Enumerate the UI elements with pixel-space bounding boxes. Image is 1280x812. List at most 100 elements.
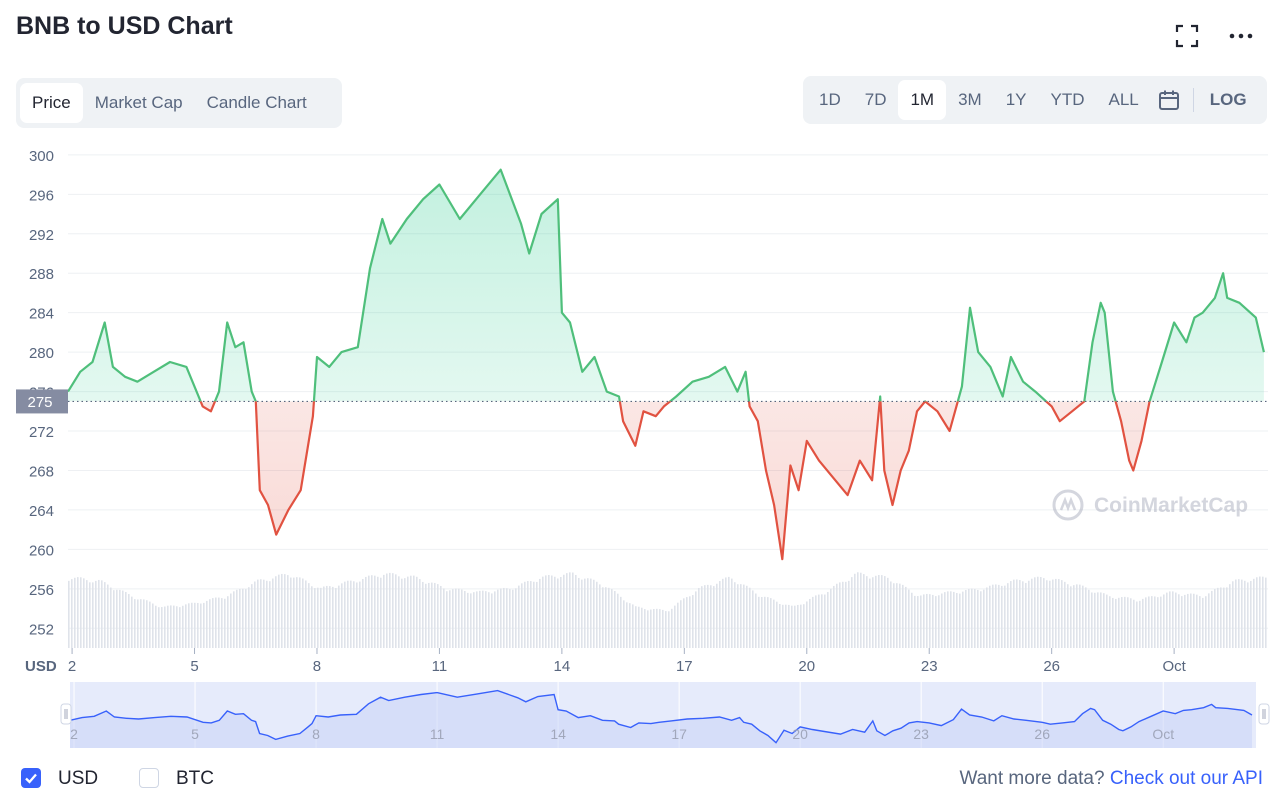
range-tab-group: 1D 7D 1M 3M 1Y YTD ALL: [807, 80, 1151, 120]
volume-bar: [920, 595, 922, 648]
volume-bar: [890, 581, 892, 648]
volume-bar: [911, 592, 913, 648]
volume-bar: [1079, 584, 1081, 648]
volume-bar: [1070, 586, 1072, 648]
navigator-handle-left[interactable]: [60, 703, 72, 725]
volume-bar: [1199, 596, 1201, 648]
volume-bar: [266, 580, 268, 648]
volume-bar: [776, 601, 778, 648]
volume-bar: [683, 598, 685, 648]
x-tick-label: 5: [190, 658, 198, 675]
volume-bar: [377, 576, 379, 648]
fullscreen-button[interactable]: [1173, 22, 1201, 50]
volume-bar: [977, 589, 979, 648]
volume-bar: [677, 602, 679, 648]
volume-bar: [311, 586, 313, 648]
volume-bar: [701, 586, 703, 648]
volume-bar: [1064, 581, 1066, 648]
watermark-text: CoinMarketCap: [1094, 494, 1248, 517]
volume-bar: [1259, 576, 1261, 648]
volume-bar: [929, 594, 931, 648]
api-link[interactable]: Check out our API: [1109, 768, 1263, 789]
volume-bar: [1016, 579, 1018, 648]
volume-bar: [1049, 580, 1051, 648]
btc-checkbox[interactable]: [139, 768, 159, 788]
range-1m[interactable]: 1M: [898, 80, 947, 120]
volume-bar: [1046, 580, 1048, 648]
volume-bar: [638, 606, 640, 648]
volume-bar: [854, 573, 856, 648]
volume-bar: [314, 588, 316, 648]
x-tick-label: 8: [313, 658, 321, 675]
tab-candle-chart[interactable]: Candle Chart: [206, 93, 307, 112]
volume-bar: [566, 573, 568, 648]
volume-bar: [389, 572, 391, 648]
volume-bar: [224, 598, 226, 648]
volume-bar: [695, 591, 697, 648]
volume-bar: [1010, 581, 1012, 648]
range-all[interactable]: ALL: [1108, 90, 1139, 109]
volume-bar: [1151, 596, 1153, 648]
volume-bar: [179, 607, 181, 648]
volume-bar: [1007, 583, 1009, 648]
range-1y[interactable]: 1Y: [1005, 90, 1027, 109]
volume-bar: [488, 592, 490, 648]
volume-bar: [452, 589, 454, 648]
volume-bar: [1253, 578, 1255, 648]
volume-bar: [1166, 592, 1168, 648]
handle-body: [1258, 703, 1270, 725]
range-ytd[interactable]: YTD: [1050, 90, 1085, 109]
volume-bar: [752, 590, 754, 648]
volume-bar: [398, 576, 400, 648]
volume-bar: [236, 589, 238, 648]
volume-bar: [629, 603, 631, 648]
volume-bar: [872, 577, 874, 648]
volume-bar: [1097, 592, 1099, 648]
volume-bar: [1211, 590, 1213, 648]
volume-bar: [323, 586, 325, 648]
volume-bar: [215, 597, 217, 648]
y-tick-label: 256: [29, 582, 54, 599]
more-options-button[interactable]: [1227, 22, 1255, 50]
navigator-tick-label: 8: [312, 726, 320, 742]
x-tick-label: 11: [432, 658, 448, 675]
log-toggle[interactable]: LOG: [1209, 90, 1247, 109]
volume-bar: [1142, 598, 1144, 648]
tab-price[interactable]: Price: [20, 83, 83, 123]
range-7d[interactable]: 7D: [864, 90, 887, 109]
volume-bar: [482, 590, 484, 648]
calendar-button[interactable]: [1151, 80, 1187, 120]
watermark: CoinMarketCap: [1052, 489, 1248, 521]
range-1d[interactable]: 1D: [819, 90, 841, 109]
volume-bar: [1076, 584, 1078, 648]
volume-bar: [194, 602, 196, 648]
volume-bar: [188, 603, 190, 648]
volume-bar: [404, 578, 406, 648]
price-chart[interactable]: 2522562602642682722762802842882922963002…: [0, 0, 1280, 760]
volume-bar: [362, 579, 364, 648]
volume-bar: [608, 587, 610, 648]
volume-bar: [416, 576, 418, 648]
volume-bar: [998, 584, 1000, 648]
chart-type-tabs: Price Market Cap Candle Chart: [16, 78, 342, 128]
volume-bar: [437, 584, 439, 648]
volume-bar: [743, 584, 745, 648]
usd-checkbox[interactable]: [21, 768, 41, 788]
volume-bar: [815, 595, 817, 648]
volume-bar: [521, 583, 523, 648]
volume-bar: [587, 578, 589, 648]
volume-bar: [329, 586, 331, 648]
volume-bar: [284, 574, 286, 648]
volume-bar: [764, 596, 766, 648]
navigator-tick-label: 26: [1034, 726, 1050, 742]
volume-bar: [374, 575, 376, 648]
navigator-tick-label: 20: [792, 726, 808, 742]
range-3m[interactable]: 3M: [958, 90, 982, 109]
volume-bar: [617, 593, 619, 648]
volume-bar: [440, 585, 442, 648]
navigator-handle-right[interactable]: [1258, 703, 1270, 725]
tab-market-cap[interactable]: Market Cap: [94, 93, 183, 112]
volume-bar: [254, 581, 256, 648]
volume-bar: [182, 605, 184, 648]
volume-bar: [1133, 599, 1135, 648]
